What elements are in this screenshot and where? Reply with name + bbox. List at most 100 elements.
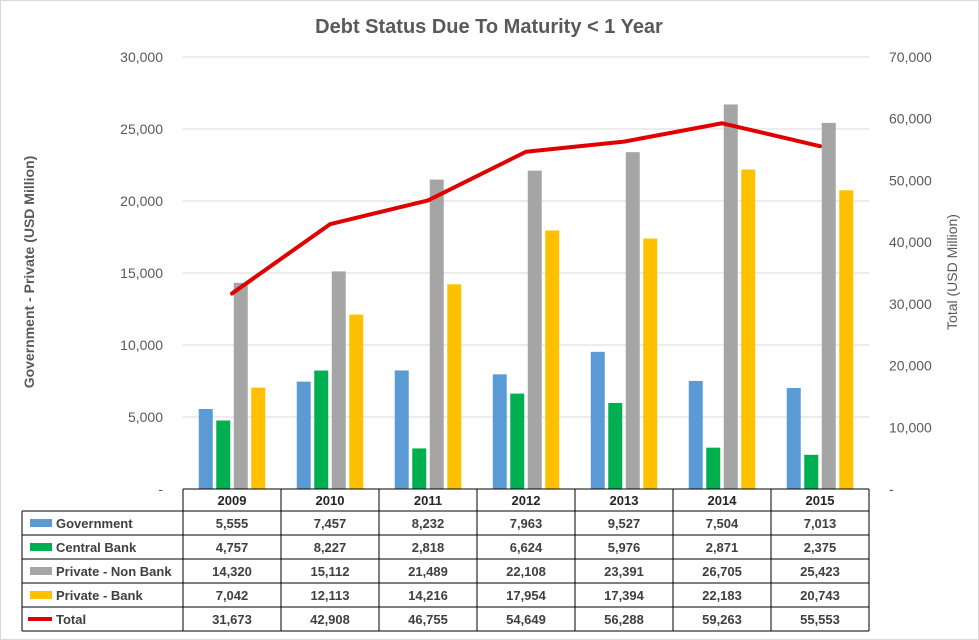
right-tick-label: 20,000	[889, 358, 932, 374]
data-label-private-bank: 22,183	[702, 588, 742, 603]
data-label-private-non-bank: 22,108	[506, 564, 546, 579]
bar-government-2013	[590, 351, 605, 489]
bar-central-bank-2012	[510, 393, 525, 489]
bar-private-bank-2012	[545, 230, 560, 489]
bar-private-non-bank-2014	[723, 104, 738, 489]
data-label-central-bank: 5,976	[608, 540, 641, 555]
data-label-government: 5,555	[216, 516, 249, 531]
left-tick-label: 20,000	[120, 193, 163, 209]
data-label-total: 54,649	[506, 612, 546, 627]
data-label-private-non-bank: 26,705	[702, 564, 742, 579]
data-label-central-bank: 6,624	[510, 540, 543, 555]
data-label-central-bank: 2,375	[804, 540, 837, 555]
data-label-central-bank: 2,871	[706, 540, 739, 555]
legend-key-private-bank	[30, 591, 52, 599]
bar-government-2011	[394, 370, 409, 489]
legend-label-private-bank: Private - Bank	[56, 588, 143, 603]
legend-key-central-bank	[30, 543, 52, 551]
total-line-series	[230, 121, 822, 296]
data-label-government: 7,963	[510, 516, 543, 531]
right-axis-title: Total (USD Million)	[944, 214, 960, 330]
left-axis-title: Government - Private (USD Million)	[21, 156, 37, 389]
right-tick-label: 70,000	[889, 49, 932, 65]
data-label-private-bank: 20,743	[800, 588, 840, 603]
data-label-total: 56,288	[604, 612, 644, 627]
data-label-private-bank: 17,394	[604, 588, 645, 603]
right-tick-label: 60,000	[889, 111, 932, 127]
bar-government-2014	[688, 380, 703, 489]
left-tick-label: 25,000	[120, 121, 163, 137]
bar-private-bank-2015	[839, 190, 854, 490]
data-label-private-non-bank: 15,112	[310, 564, 349, 579]
bar-private-bank-2011	[447, 284, 462, 489]
legend-label-private-non-bank: Private - Non Bank	[56, 564, 172, 579]
bar-private-non-bank-2011	[429, 179, 444, 489]
right-tick-label: 30,000	[889, 296, 932, 312]
bar-government-2012	[492, 374, 507, 489]
left-tick-label: 10,000	[120, 337, 163, 353]
data-label-private-bank: 14,216	[408, 588, 448, 603]
left-tick-label: 30,000	[120, 49, 163, 65]
category-label: 2013	[610, 493, 639, 508]
right-tick-label: 40,000	[889, 234, 932, 250]
data-label-government: 8,232	[412, 516, 445, 531]
bar-government-2015	[786, 388, 801, 489]
data-label-private-bank: 7,042	[216, 588, 249, 603]
data-label-private-bank: 12,113	[310, 588, 349, 603]
legend-label-central-bank: Central Bank	[56, 540, 137, 555]
right-axis-ticks: - 10,000 20,000 30,000 40,000 50,000 60,000 70,…	[889, 49, 932, 497]
data-label-total: 46,755	[408, 612, 448, 627]
bar-central-bank-2013	[608, 402, 623, 489]
bar-series	[198, 104, 854, 490]
bar-private-non-bank-2009	[233, 282, 248, 489]
bar-central-bank-2014	[706, 447, 721, 489]
data-label-private-non-bank: 23,391	[604, 564, 644, 579]
bar-private-non-bank-2015	[821, 122, 836, 489]
data-label-government: 7,457	[314, 516, 347, 531]
left-axis-ticks: - 5,000 10,000 15,000 20,000 25,000 30,000	[120, 49, 163, 497]
data-table: 2009 2010 2011 2012 2013 2014 2015 Government 5,…	[21, 488, 870, 632]
bar-private-non-bank-2012	[527, 170, 542, 489]
data-label-government: 7,504	[706, 516, 739, 531]
bar-private-bank-2014	[741, 169, 756, 489]
bar-central-bank-2015	[804, 454, 819, 489]
left-tick-label: 5,000	[128, 409, 163, 425]
bar-central-bank-2009	[216, 420, 231, 489]
right-tick-label: 10,000	[889, 419, 932, 435]
right-tick-label: 50,000	[889, 172, 932, 188]
data-label-central-bank: 2,818	[412, 540, 445, 555]
bar-private-bank-2009	[251, 387, 266, 489]
bar-private-bank-2013	[643, 238, 658, 489]
data-label-government: 9,527	[608, 516, 641, 531]
data-label-total: 59,263	[702, 612, 742, 627]
data-label-private-non-bank: 21,489	[408, 564, 448, 579]
chart-title: Debt Status Due To Maturity < 1 Year	[315, 16, 663, 38]
category-label: 2012	[512, 493, 541, 508]
category-label: 2009	[218, 493, 247, 508]
data-label-private-non-bank: 25,423	[800, 564, 840, 579]
data-label-total: 42,908	[310, 612, 350, 627]
category-label: 2015	[806, 493, 835, 508]
legend-label-total: Total	[56, 612, 86, 627]
category-label: 2010	[316, 493, 345, 508]
data-label-central-bank: 8,227	[314, 540, 347, 555]
category-label: 2011	[414, 493, 442, 508]
bar-private-non-bank-2010	[331, 271, 346, 489]
legend-label-government: Government	[56, 516, 133, 531]
data-label-total: 31,673	[212, 612, 252, 627]
left-tick-label: -	[158, 481, 163, 497]
bar-private-bank-2010	[349, 314, 364, 489]
data-label-central-bank: 4,757	[216, 540, 249, 555]
legend-key-private-non-bank	[30, 567, 52, 575]
bar-central-bank-2010	[314, 370, 329, 489]
legend-key-government	[30, 519, 52, 527]
bar-central-bank-2011	[412, 448, 427, 489]
bar-government-2009	[198, 409, 213, 489]
gridlines	[183, 56, 869, 418]
data-label-private-bank: 17,954	[506, 588, 547, 603]
data-label-government: 7,013	[804, 516, 837, 531]
data-label-total: 55,553	[800, 612, 840, 627]
bar-private-non-bank-2013	[625, 152, 640, 489]
